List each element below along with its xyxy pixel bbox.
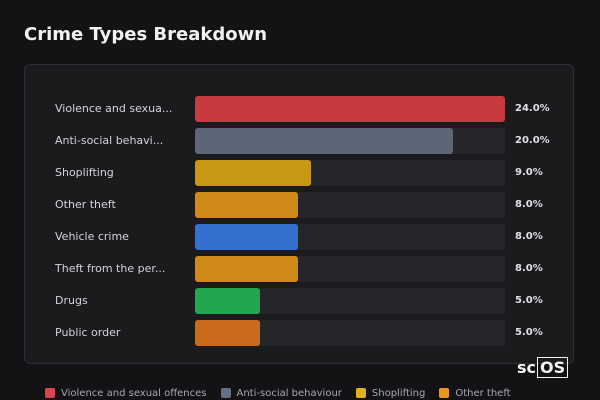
bar[interactable] (195, 288, 260, 314)
bar[interactable] (195, 320, 260, 346)
bar-track (195, 224, 505, 250)
bar[interactable] (195, 96, 505, 122)
bar-row: Vehicle crime 8.0% (25, 224, 575, 250)
legend-swatch (220, 388, 231, 398)
bar-track (195, 128, 505, 154)
value-label: 5.0% (515, 327, 543, 338)
category-label: Theft from the per... (55, 262, 166, 275)
bar-row: Theft from the per... 8.0% (25, 256, 575, 282)
category-label: Drugs (55, 294, 88, 307)
bar[interactable] (195, 192, 298, 218)
value-label: 9.0% (515, 167, 543, 178)
bar-track (195, 288, 505, 314)
legend-item[interactable]: Other theft (439, 386, 511, 400)
value-label: 5.0% (515, 295, 543, 306)
bar[interactable] (195, 128, 453, 154)
legend-label: Anti-social behaviour (236, 387, 342, 399)
legend-item[interactable]: Anti-social behaviour (220, 386, 342, 400)
legend-label: Shoplifting (371, 387, 426, 399)
chart-legend: Violence and sexual offences Anti-social … (45, 386, 511, 400)
legend-swatch (355, 388, 366, 398)
brand-prefix: sc (517, 358, 537, 377)
value-label: 20.0% (515, 135, 550, 146)
category-label: Public order (55, 326, 121, 339)
bar-row: Violence and sexua... 24.0% (25, 96, 575, 122)
bar-track (195, 192, 505, 218)
value-label: 8.0% (515, 263, 543, 274)
legend-item[interactable]: Shoplifting (355, 386, 426, 400)
legend-swatch (439, 388, 450, 398)
legend-item[interactable]: Violence and sexual offences (45, 386, 207, 400)
chart-title: Crime Types Breakdown (24, 24, 268, 45)
value-label: 24.0% (515, 103, 550, 114)
bar[interactable] (195, 256, 298, 282)
bar-row: Anti-social behavi... 20.0% (25, 128, 575, 154)
bar-track (195, 160, 505, 186)
legend-swatch (45, 388, 55, 398)
bar-row: Public order 5.0% (25, 320, 575, 346)
brand-logo: sc OS (517, 357, 569, 378)
value-label: 8.0% (515, 231, 543, 242)
category-label: Violence and sexua... (55, 102, 173, 115)
bar-track (195, 256, 505, 282)
bar-row: Shoplifting 9.0% (25, 160, 575, 186)
brand-boxed: OS (537, 357, 569, 378)
category-label: Shoplifting (55, 166, 114, 179)
bar-row: Other theft 8.0% (25, 192, 575, 218)
category-label: Anti-social behavi... (55, 134, 164, 147)
value-label: 8.0% (515, 199, 543, 210)
legend-label: Violence and sexual offences (61, 387, 207, 399)
legend-label: Other theft (455, 387, 511, 399)
bar-row: Drugs 5.0% (25, 288, 575, 314)
bar[interactable] (195, 224, 298, 250)
category-label: Other theft (55, 198, 116, 211)
bar-track (195, 96, 505, 122)
bar[interactable] (195, 160, 311, 186)
bar-track (195, 320, 505, 346)
chart-panel: Violence and sexua... 24.0% Anti-social be… (24, 64, 574, 364)
category-label: Vehicle crime (55, 230, 129, 243)
